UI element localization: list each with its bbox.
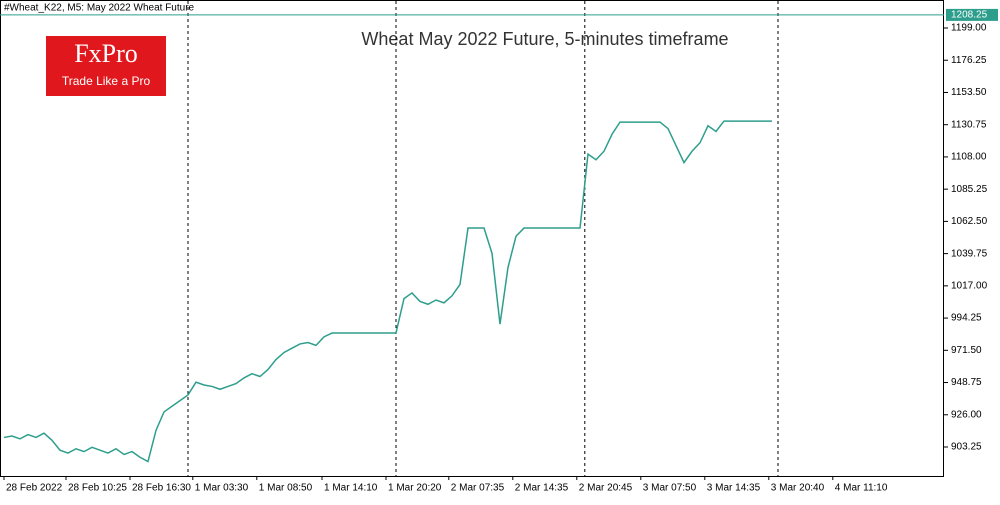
x-tick-label: 1 Mar 08:50 — [259, 483, 313, 494]
last-price-box — [946, 8, 998, 21]
x-tick-label: 2 Mar 07:35 — [451, 483, 505, 494]
logo-box — [46, 36, 166, 96]
x-tick-label: 3 Mar 07:50 — [643, 483, 697, 494]
x-tick-label: 28 Feb 10:25 — [68, 483, 127, 494]
x-tick-label: 28 Feb 16:30 — [132, 483, 191, 494]
y-tick-label: 1108.00 — [951, 152, 987, 163]
price-line — [3, 120, 772, 463]
y-tick-label: 1199.00 — [951, 23, 987, 34]
chart-title: Wheat May 2022 Future, 5-minutes timefra… — [361, 29, 728, 49]
y-tick-label: 1085.25 — [951, 184, 988, 195]
x-tick-label: 3 Mar 20:40 — [771, 483, 825, 494]
x-tick-label: 1 Mar 14:10 — [324, 483, 378, 494]
y-tick-label: 1017.00 — [951, 280, 988, 291]
last-price-label: 1208.25 — [951, 10, 988, 21]
y-tick-label: 903.25 — [951, 442, 982, 453]
y-tick-label: 1153.50 — [951, 87, 987, 98]
x-tick-label: 2 Mar 14:35 — [515, 483, 569, 494]
y-tick-label: 948.75 — [951, 377, 982, 388]
chart-header: #Wheat_K22, M5: May 2022 Wheat Future — [4, 3, 195, 14]
y-tick-label: 1130.75 — [951, 119, 987, 130]
y-tick-label: 971.50 — [951, 345, 982, 356]
x-tick-label: 1 Mar 03:30 — [195, 483, 249, 494]
y-tick-label: 1062.50 — [951, 216, 988, 227]
x-tick-label: 2 Mar 20:45 — [579, 483, 633, 494]
x-tick-label: 3 Mar 14:35 — [707, 483, 761, 494]
y-tick-label: 1176.25 — [951, 55, 987, 66]
y-tick-label: 994.25 — [951, 313, 982, 324]
y-tick-label: 1039.75 — [951, 248, 988, 259]
logo-tagline: Trade Like a Pro — [62, 74, 151, 88]
x-tick-label: 4 Mar 11:10 — [835, 483, 888, 494]
logo-name: FxPro — [74, 39, 138, 68]
y-tick-label: 926.00 — [951, 409, 982, 420]
x-tick-label: 1 Mar 20:20 — [388, 483, 442, 494]
x-tick-label: 28 Feb 2022 — [6, 483, 63, 494]
